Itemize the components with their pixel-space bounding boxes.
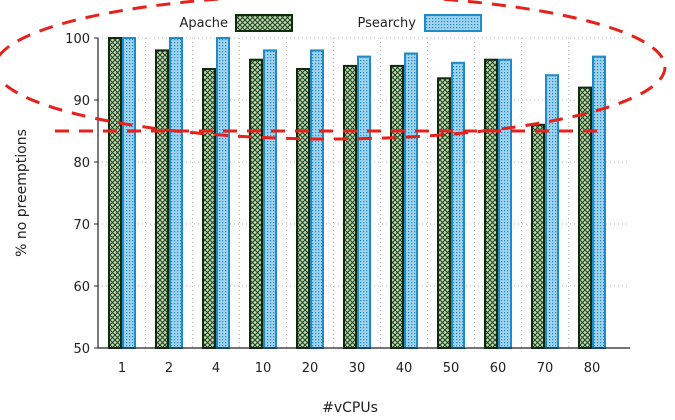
x-tick-label: 70 [537,361,554,376]
bar-apache-60 [484,58,498,349]
y-tick-label: 60 [73,280,90,295]
legend-label-psearchy: Psearchy [358,16,417,31]
bar-apache-30 [343,64,357,350]
annotations [0,0,667,141]
bar-apache-50 [437,77,451,350]
legend: Apache Psearchy [180,14,482,32]
bar-psearchy-20 [310,49,324,350]
highlight-dashed-ellipse [0,0,667,141]
x-tick-label: 40 [396,361,413,376]
y-tick-label: 80 [73,156,90,171]
bar-psearchy-30 [357,55,371,349]
bar-apache-1 [108,37,122,349]
bar-psearchy-10 [263,49,277,350]
legend-swatch-psearchy [424,14,482,32]
bar-psearchy-80 [592,55,606,349]
bar-apache-70 [531,123,545,349]
gridlines [98,37,630,348]
x-tick-label: 2 [165,361,173,376]
y-tick-label: 100 [65,32,90,47]
x-tick-label: 4 [212,361,220,376]
bar-psearchy-50 [451,61,465,350]
bar-psearchy-1 [122,37,136,349]
axes [97,38,630,349]
bar-psearchy-70 [545,74,559,349]
bar-apache-2 [155,49,169,350]
bar-psearchy-4 [216,37,230,349]
x-axis-label: #vCPUs [322,400,378,416]
x-tick-label: 80 [584,361,601,376]
x-tick-label: 20 [302,361,319,376]
x-tick-label: 50 [443,361,460,376]
x-tick-label: 10 [255,361,272,376]
legend-swatch-apache [235,14,293,32]
y-tick-label: 50 [73,342,90,357]
bar-psearchy-40 [404,52,418,349]
bar-apache-10 [249,58,263,349]
bar-apache-80 [578,86,592,349]
y-tick-label: 70 [73,218,90,233]
bar-psearchy-2 [169,37,183,349]
y-tick-label: 90 [73,94,90,109]
x-tick-label: 60 [490,361,507,376]
x-tick-label: 1 [118,361,126,376]
tick-labels: 50 60 70 80 90 100 1 2 4 10 20 30 40 50 60 70 80 [65,32,600,376]
bar-apache-20 [296,68,310,349]
y-axis-label: % no preemptions [14,129,30,257]
bars [108,37,606,350]
bar-apache-4 [202,68,216,349]
legend-label-apache: Apache [180,16,229,31]
bar-apache-40 [390,64,404,350]
bar-psearchy-60 [498,58,512,349]
x-tick-label: 30 [349,361,366,376]
